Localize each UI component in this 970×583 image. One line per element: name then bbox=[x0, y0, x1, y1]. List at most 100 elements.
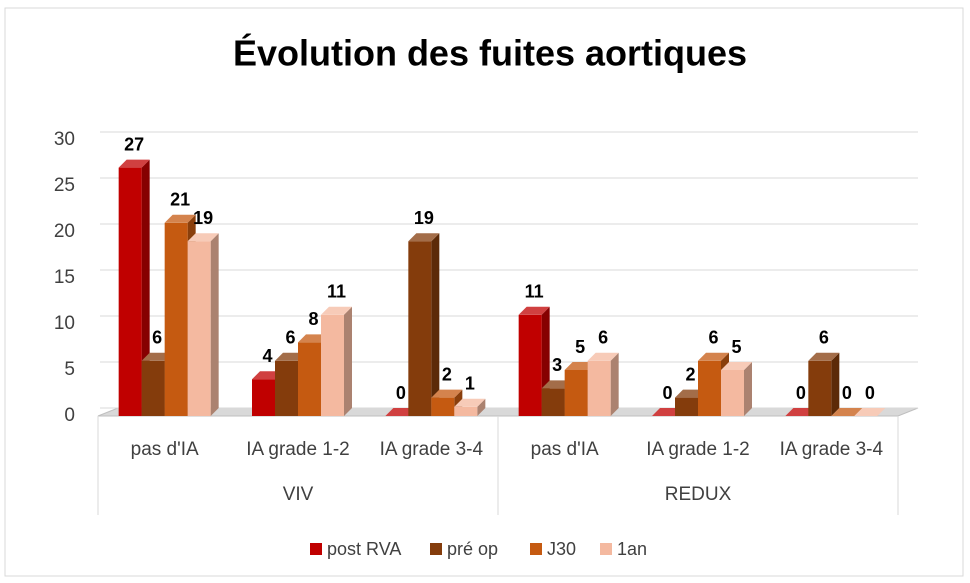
bar bbox=[854, 408, 886, 416]
data-label: 8 bbox=[308, 309, 318, 329]
bar-face bbox=[344, 306, 352, 416]
legend-label: 1an bbox=[617, 539, 647, 559]
legend-label: post RVA bbox=[327, 539, 401, 559]
bar-face bbox=[408, 241, 432, 416]
bar-face bbox=[141, 360, 165, 416]
legend-swatch bbox=[600, 543, 612, 555]
data-label: 0 bbox=[662, 383, 672, 403]
data-label: 0 bbox=[796, 383, 806, 403]
legend-swatch bbox=[530, 543, 542, 555]
bar bbox=[321, 306, 352, 416]
data-label: 6 bbox=[819, 328, 829, 348]
data-label: 2 bbox=[685, 364, 695, 384]
data-label: 0 bbox=[396, 383, 406, 403]
bar-face bbox=[854, 408, 886, 416]
bar-face bbox=[610, 352, 619, 416]
bar bbox=[187, 233, 219, 416]
bar-face bbox=[564, 370, 588, 416]
bar-face bbox=[164, 222, 188, 416]
bar-face bbox=[587, 352, 619, 361]
x-tick-label: IA grade 1-2 bbox=[646, 439, 750, 460]
bar-face bbox=[744, 362, 752, 416]
bar-face bbox=[187, 233, 219, 242]
bar-face bbox=[698, 352, 729, 361]
bar-face bbox=[141, 159, 150, 416]
y-tick-label: 20 bbox=[54, 221, 75, 242]
bar-face bbox=[721, 370, 744, 416]
data-label: 19 bbox=[414, 208, 434, 228]
legend-swatch bbox=[430, 543, 442, 555]
bar-face bbox=[698, 360, 721, 416]
bar-face bbox=[808, 352, 840, 361]
bar-face bbox=[408, 233, 440, 242]
bar-face bbox=[431, 389, 463, 398]
bar-face bbox=[431, 233, 440, 416]
bar-face bbox=[831, 408, 863, 416]
data-label: 0 bbox=[865, 383, 875, 403]
data-label: 11 bbox=[525, 282, 544, 302]
bar-face bbox=[518, 306, 550, 315]
x-tick-label: pas d'IA bbox=[131, 439, 199, 460]
bar-face bbox=[210, 233, 219, 416]
data-label: 2 bbox=[442, 364, 452, 384]
bar-face bbox=[454, 398, 486, 407]
bar-face bbox=[187, 241, 211, 416]
bar-face bbox=[477, 398, 486, 416]
y-tick-label: 0 bbox=[64, 405, 75, 426]
data-label: 0 bbox=[842, 383, 852, 403]
bar bbox=[831, 408, 863, 416]
bar-face bbox=[118, 159, 150, 168]
y-tick-label: 15 bbox=[54, 267, 75, 288]
group-label: VIV bbox=[283, 484, 314, 505]
bar-face bbox=[808, 360, 832, 416]
data-label: 5 bbox=[731, 337, 741, 357]
legend-swatch bbox=[310, 543, 322, 555]
bar-face bbox=[431, 397, 455, 416]
bar-face bbox=[321, 314, 344, 416]
bar-face bbox=[587, 360, 611, 416]
bar-face bbox=[164, 214, 196, 223]
bar-face bbox=[721, 362, 752, 370]
bar bbox=[587, 352, 619, 416]
bar bbox=[408, 233, 440, 416]
chart-title: Évolution des fuites aortiques bbox=[233, 33, 747, 74]
bar-face bbox=[298, 342, 321, 416]
bar-face bbox=[518, 314, 542, 416]
data-label: 5 bbox=[575, 337, 585, 357]
bar-face bbox=[541, 388, 565, 416]
bar-face bbox=[831, 352, 840, 416]
data-label: 3 bbox=[552, 355, 562, 375]
x-tick-label: IA grade 1-2 bbox=[246, 439, 350, 460]
y-tick-label: 10 bbox=[54, 313, 75, 334]
data-label: 4 bbox=[262, 346, 272, 366]
bar-face bbox=[454, 406, 478, 416]
y-tick-label: 5 bbox=[64, 359, 75, 380]
data-label: 6 bbox=[285, 328, 295, 348]
bar bbox=[454, 398, 486, 416]
data-label: 6 bbox=[598, 328, 608, 348]
data-label: 11 bbox=[327, 282, 346, 302]
x-tick-label: IA grade 3-4 bbox=[780, 439, 884, 460]
y-tick-label: 30 bbox=[54, 129, 75, 150]
bar-face bbox=[321, 306, 352, 315]
bar bbox=[431, 389, 463, 416]
data-label: 6 bbox=[152, 328, 162, 348]
legend-label: J30 bbox=[547, 539, 576, 559]
data-label: 27 bbox=[124, 134, 144, 154]
legend-label: pré op bbox=[447, 539, 498, 559]
bar-face bbox=[252, 379, 275, 416]
x-tick-label: IA grade 3-4 bbox=[380, 439, 484, 460]
bar bbox=[808, 352, 840, 416]
data-label: 19 bbox=[193, 208, 213, 228]
data-label: 6 bbox=[708, 328, 718, 348]
bar-face bbox=[675, 397, 698, 416]
x-tick-label: pas d'IA bbox=[531, 439, 599, 460]
y-tick-label: 25 bbox=[54, 175, 75, 196]
bar bbox=[118, 159, 150, 416]
group-label: REDUX bbox=[665, 484, 732, 505]
bar-face bbox=[275, 360, 298, 416]
bar bbox=[721, 362, 752, 416]
data-label: 1 bbox=[465, 374, 475, 394]
data-label: 21 bbox=[170, 190, 190, 210]
